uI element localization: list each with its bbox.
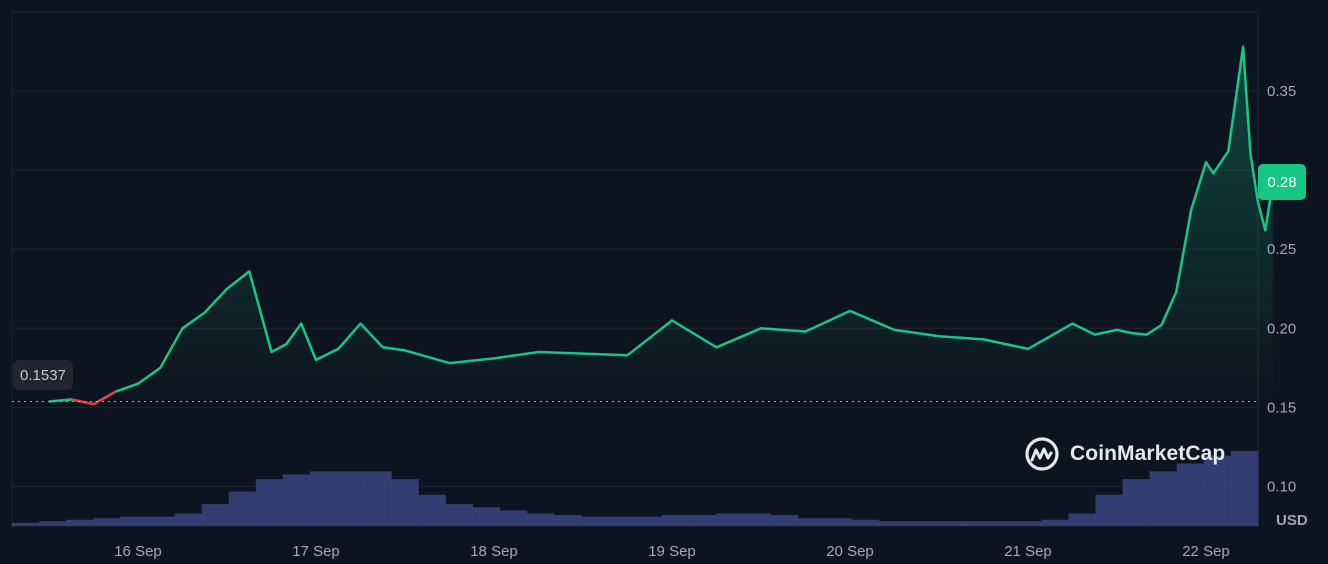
price-area-fill	[49, 46, 1273, 405]
volume-bar	[987, 521, 1015, 526]
volume-bars	[12, 451, 1259, 526]
volume-bar	[201, 504, 230, 526]
volume-bar	[526, 513, 555, 526]
volume-bar	[960, 521, 988, 526]
x-axis-ticks: 16 Sep 17 Sep 18 Sep 19 Sep 20 Sep 21 Sep 22 S…	[114, 543, 1230, 560]
x-tick-label: 19 Sep	[648, 543, 696, 560]
volume-bar	[147, 516, 176, 526]
volume-bar	[878, 521, 907, 526]
volume-bar	[337, 471, 365, 526]
volume-bar	[932, 521, 961, 526]
volume-bar	[905, 521, 934, 526]
y-tick-label: 0.25	[1267, 241, 1296, 258]
x-tick-label: 22 Sep	[1182, 543, 1230, 560]
volume-bar	[309, 471, 338, 526]
volume-bar	[607, 516, 636, 526]
volume-bar	[93, 518, 121, 526]
volume-bar	[228, 491, 257, 526]
volume-bar	[824, 518, 853, 526]
volume-bar	[120, 516, 148, 526]
volume-bar	[418, 494, 446, 526]
volume-bar	[499, 510, 528, 526]
volume-bar	[1068, 513, 1096, 526]
volume-bar	[1041, 519, 1069, 526]
volume-bar	[39, 521, 67, 526]
last-price-tag: 0.28	[1258, 164, 1306, 200]
volume-bar	[66, 519, 94, 526]
volume-bar	[472, 507, 501, 526]
volume-bar	[770, 515, 799, 526]
volume-bar	[580, 516, 609, 526]
currency-label: USD	[1276, 512, 1308, 529]
x-tick-label: 20 Sep	[826, 543, 874, 560]
volume-bar	[1203, 455, 1232, 526]
coinmarketcap-logo-icon	[1025, 437, 1059, 471]
volume-bar	[282, 474, 311, 526]
volume-bar	[689, 515, 717, 526]
y-tick-label: 0.15	[1267, 399, 1296, 416]
volume-bar	[255, 479, 284, 526]
brand-name: CoinMarketCap	[1070, 442, 1226, 465]
volume-bar	[174, 513, 203, 526]
volume-bar	[12, 522, 40, 526]
y-tick-label: 0.10	[1267, 478, 1296, 495]
volume-bar	[662, 515, 690, 526]
volume-bar	[1149, 471, 1178, 526]
price-area	[49, 46, 1273, 405]
volume-bar	[743, 513, 771, 526]
volume-bar	[445, 504, 473, 526]
x-tick-label: 18 Sep	[470, 543, 518, 560]
volume-bar	[1095, 494, 1124, 526]
x-tick-label: 17 Sep	[292, 543, 340, 560]
open-price-tag: 0.1537	[13, 360, 73, 390]
volume-bar	[1014, 521, 1042, 526]
y-tick-label: 0.20	[1267, 320, 1296, 337]
volume-bar	[851, 519, 880, 526]
volume-bar	[716, 513, 744, 526]
y-tick-label: 0.35	[1267, 83, 1296, 100]
coinmarketcap-watermark: CoinMarketCap	[1024, 434, 1225, 474]
volume-bar	[1230, 451, 1259, 526]
volume-bar	[1122, 479, 1151, 526]
x-tick-label: 16 Sep	[114, 543, 162, 560]
volume-bar	[391, 479, 419, 526]
volume-bar	[553, 515, 582, 526]
volume-bar	[635, 516, 663, 526]
volume-bar	[797, 518, 826, 526]
volume-bar	[1176, 463, 1205, 526]
x-tick-label: 21 Sep	[1004, 543, 1052, 560]
volume-bar	[364, 471, 392, 526]
